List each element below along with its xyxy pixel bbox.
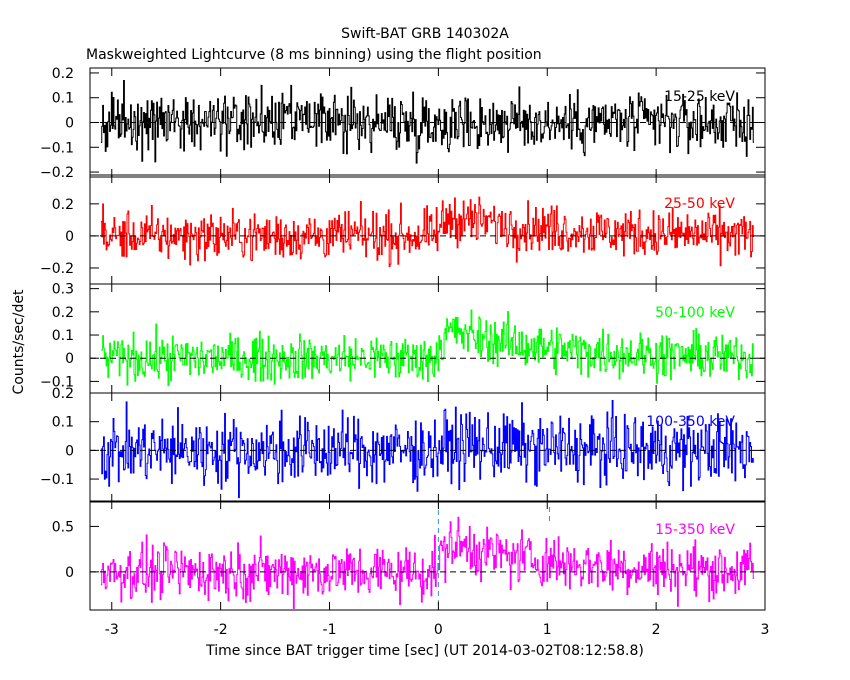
lightcurve-series bbox=[100, 400, 755, 499]
lightcurve-series bbox=[100, 309, 755, 387]
panel-frame bbox=[89, 392, 766, 503]
panels-group: −0.2 −0.1 0 0.1 0.2 15-25 keV −0.2 0 0.2 25-50 ke… bbox=[40, 66, 766, 611]
x-tick-label: 2 bbox=[652, 622, 661, 638]
y-tick-label: 0.1 bbox=[52, 415, 74, 431]
y-tick-label: −0.1 bbox=[40, 472, 74, 488]
y-axis-label: Counts/sec/det bbox=[11, 289, 27, 394]
chart-title: Swift-BAT GRB 140302A bbox=[341, 26, 509, 42]
x-axis-label: Time since BAT trigger time [sec] (UT 20… bbox=[205, 643, 644, 659]
panel-1: −0.2 −0.1 0 0.1 0.2 15-25 keV bbox=[40, 66, 766, 181]
y-tick-label: 0.3 bbox=[52, 282, 74, 298]
y-tick-label: 0.1 bbox=[52, 328, 74, 344]
y-tick-label: 0.2 bbox=[52, 386, 74, 402]
panel-4: −0.1 0 0.1 0.2 100-350 keV bbox=[40, 386, 766, 503]
x-tick-label: 0 bbox=[434, 622, 443, 638]
y-tick-label: −0.2 bbox=[40, 165, 74, 181]
y-tick-label: −0.2 bbox=[40, 261, 74, 277]
y-tick-label: 0.2 bbox=[52, 197, 74, 213]
band-label: 25-50 keV bbox=[664, 196, 735, 212]
panel-frame bbox=[89, 500, 766, 611]
y-tick-label: 0.2 bbox=[52, 305, 74, 321]
band-label: 15-350 keV bbox=[655, 522, 735, 538]
chart-subtitle: Maskweighted Lightcurve (8 ms binning) u… bbox=[86, 47, 542, 63]
y-tick-label: 0 bbox=[65, 116, 74, 132]
y-tick-label: 0.5 bbox=[52, 519, 74, 535]
band-label: 50-100 keV bbox=[655, 305, 735, 321]
y-tick-label: 0 bbox=[65, 443, 74, 459]
lightcurve-series bbox=[100, 80, 755, 164]
panel-3: −0.1 0 0.1 0.2 0.3 50-100 keV bbox=[40, 282, 766, 394]
y-tick-label: −0.1 bbox=[40, 140, 74, 156]
panel-2: −0.2 0 0.2 25-50 keV bbox=[40, 174, 766, 285]
x-tick-label: -3 bbox=[105, 622, 119, 638]
band-label: 100-350 keV bbox=[646, 414, 735, 430]
y-tick-label: 0 bbox=[65, 565, 74, 581]
x-tick-label: -1 bbox=[323, 622, 337, 638]
band-label: 15-25 keV bbox=[664, 89, 735, 105]
y-tick-label: 0 bbox=[65, 351, 74, 367]
y-tick-label: 0.2 bbox=[52, 66, 74, 82]
y-tick-label: 0 bbox=[65, 229, 74, 245]
y-tick-label: 0.1 bbox=[52, 91, 74, 107]
x-axis: -3 -2 -1 0 1 2 3 bbox=[105, 622, 770, 638]
y-tick-label: −0.1 bbox=[40, 374, 74, 390]
x-tick-label: -2 bbox=[214, 622, 228, 638]
panel-5: 0 0.5 15-350 keV bbox=[52, 500, 766, 611]
lightcurve-series bbox=[100, 196, 755, 268]
x-tick-label: 3 bbox=[761, 622, 770, 638]
x-tick-label: 1 bbox=[543, 622, 552, 638]
